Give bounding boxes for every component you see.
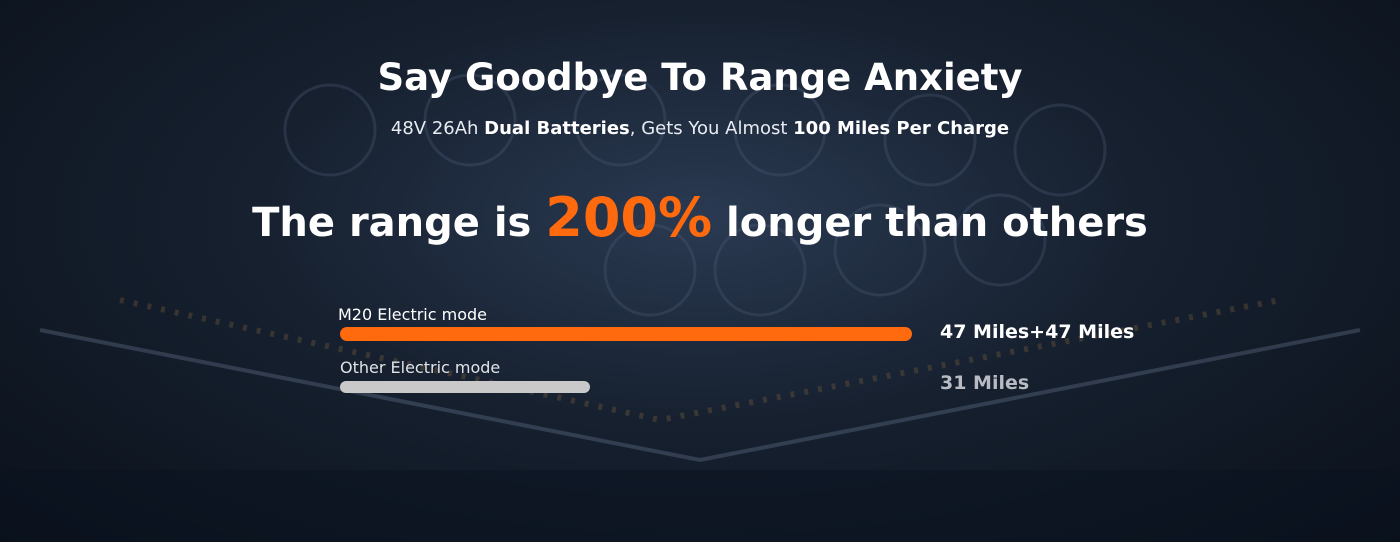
headline: The range is 200% longer than others: [0, 186, 1400, 249]
bar-value: 47 Miles+47 Miles: [940, 321, 1135, 343]
bar: [340, 327, 912, 341]
title: Say Goodbye To Range Anxiety: [377, 56, 1023, 99]
subtitle: 48V 26Ah Dual Batteries, Gets You Almost…: [0, 118, 1400, 139]
subtitle-bold: Dual Batteries: [484, 118, 630, 139]
subtitle-bold: 100 Miles Per Charge: [793, 118, 1010, 139]
bar: [340, 381, 590, 393]
headline-highlight: 200%: [545, 186, 713, 249]
bar-label: Other Electric mode: [340, 358, 501, 377]
headline-text: The range is: [252, 200, 546, 246]
bar-value: 31 Miles: [940, 372, 1030, 394]
headline-text: longer than others: [712, 200, 1148, 246]
bar-label: M20 Electric mode: [338, 305, 487, 324]
subtitle-text: 48V 26Ah: [390, 118, 485, 139]
subtitle-text: , Gets You Almost: [629, 118, 794, 139]
